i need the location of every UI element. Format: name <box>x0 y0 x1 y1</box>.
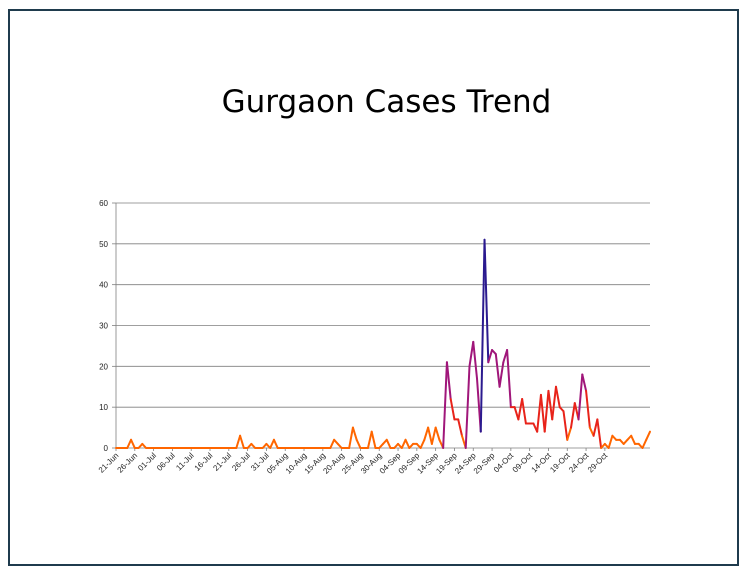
series-segment <box>235 434 242 449</box>
y-tick-label: 0 <box>104 444 109 453</box>
series-segment <box>427 426 433 445</box>
series-segment <box>457 418 463 437</box>
x-tick-label: 21-Jul <box>211 451 233 473</box>
series-segment <box>434 426 441 441</box>
series-segment <box>517 398 524 421</box>
series-segment <box>449 398 456 421</box>
series-segment <box>130 438 136 449</box>
series-segment <box>464 365 471 449</box>
series-segment <box>551 385 557 421</box>
slide-frame <box>8 9 739 566</box>
series-segment <box>269 438 275 449</box>
y-axis-ticks: 0 10 20 30 40 50 60 <box>99 199 108 453</box>
series-segment <box>423 426 430 441</box>
y-tick-label: 10 <box>99 403 108 412</box>
series-segment <box>404 438 411 449</box>
series-segment <box>370 430 377 449</box>
series-segment <box>430 426 437 445</box>
x-tick-label: 16-Jul <box>193 451 215 473</box>
series-segment <box>547 389 554 421</box>
y-tick-label: 30 <box>99 322 108 331</box>
series-segment <box>577 373 584 421</box>
series-segment <box>554 385 561 409</box>
x-tick-label: 06-Jul <box>155 451 177 473</box>
x-tick-label: 29-Oct <box>586 451 610 475</box>
axes <box>112 202 650 451</box>
series-segment <box>442 361 448 449</box>
series-segment <box>468 340 475 368</box>
series-segment <box>607 434 614 449</box>
series-segment <box>539 393 546 433</box>
series-segment <box>521 398 527 425</box>
series-segment <box>581 373 588 392</box>
series-segment <box>239 434 245 449</box>
series-segment <box>472 340 479 380</box>
gridlines <box>116 202 650 408</box>
series-segment <box>562 410 569 441</box>
y-tick-label: 20 <box>99 362 108 371</box>
y-tick-label: 40 <box>99 281 108 290</box>
y-tick-label: 60 <box>99 199 108 208</box>
cases-series-line <box>115 238 651 449</box>
x-tick-label: 26-Jun <box>116 451 140 475</box>
series-segment <box>385 438 392 449</box>
series-segment <box>536 393 542 433</box>
series-segment <box>585 389 591 429</box>
chart-title: Gurgaon Cases Trend <box>221 84 552 120</box>
series-segment <box>366 430 373 449</box>
series-segment <box>351 426 358 441</box>
x-tick-label: 21-Jun <box>97 451 121 475</box>
x-tick-label: 11-Jul <box>174 451 196 473</box>
x-tick-label: 26-Jul <box>230 451 252 473</box>
series-segment <box>479 238 486 433</box>
series-segment <box>487 349 494 364</box>
series-segment <box>494 353 501 388</box>
series-segment <box>570 402 576 429</box>
series-segment <box>400 438 407 449</box>
series-segment <box>348 426 354 449</box>
series-segment <box>483 238 490 364</box>
series-segment <box>419 438 426 449</box>
series-segment <box>630 434 636 445</box>
series-segment <box>543 389 550 433</box>
series-segment <box>355 438 362 449</box>
series-segment <box>329 438 336 449</box>
series-segment <box>641 438 648 449</box>
series-segment <box>272 438 279 449</box>
series-segment <box>596 418 603 449</box>
series-segment <box>445 361 452 400</box>
series-segment <box>506 349 512 409</box>
y-tick-label: 50 <box>99 240 108 249</box>
x-axis-ticks: 21-Jun26-Jun01-Jul06-Jul11-Jul16-Jul21-J… <box>97 451 610 476</box>
series-segment <box>566 426 573 441</box>
x-tick-label: 29-Sep <box>472 451 497 476</box>
x-tick-label: 01-Jul <box>136 451 158 473</box>
series-segment <box>126 438 133 449</box>
series-segment <box>645 430 651 441</box>
series-segment <box>498 361 505 388</box>
